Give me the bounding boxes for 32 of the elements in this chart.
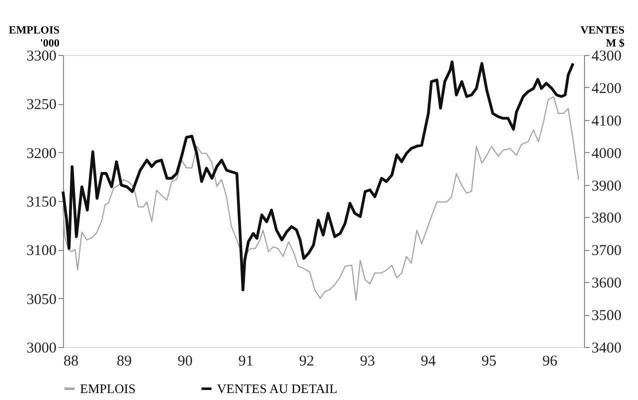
y-tick-label: 3000: [26, 340, 56, 356]
x-tick-label: 89: [116, 354, 132, 370]
y2-tick-label: 4200: [592, 80, 622, 97]
x-tick-label: 95: [482, 354, 497, 370]
x-tick-label: 91: [238, 354, 254, 370]
x-tick-label: 88: [64, 354, 78, 370]
line-series: [62, 60, 574, 292]
legend-label: VENTES AU DETAIL: [217, 380, 338, 396]
y2-tick-label: 4000: [592, 146, 622, 162]
legend-label: EMPLOIS: [80, 380, 136, 396]
y2-tick-label: 3400: [592, 340, 622, 356]
y-axis-title: EMPLOIS '000: [8, 24, 60, 50]
y2-axis-title: VENTES M $: [580, 24, 625, 50]
x-tick-label: 96: [542, 354, 558, 370]
y2-tick-label: 3900: [592, 178, 622, 194]
y-tick-label: 3050: [26, 292, 56, 308]
y2-tick-label: 3700: [592, 243, 622, 260]
y2-tick-label: 3500: [592, 308, 622, 324]
x-tick-label: 90: [178, 354, 193, 370]
y-tick-label: 3100: [26, 243, 56, 260]
x-tick-label: 92: [299, 354, 314, 370]
y-tick-label: 3300: [26, 48, 56, 64]
y2-tick-label: 4100: [592, 113, 622, 130]
y2-tick-label: 4300: [592, 48, 622, 64]
x-tick-label: 93: [360, 354, 375, 370]
y2-tick-label: 3600: [592, 276, 622, 292]
y-tick-label: 3150: [26, 194, 56, 210]
y2-tick-label: 3800: [592, 210, 622, 227]
y-tick-label: 3250: [26, 97, 56, 114]
line-series: [62, 96, 580, 301]
y-tick-label: 3200: [26, 146, 56, 162]
x-tick-label: 94: [420, 354, 436, 370]
